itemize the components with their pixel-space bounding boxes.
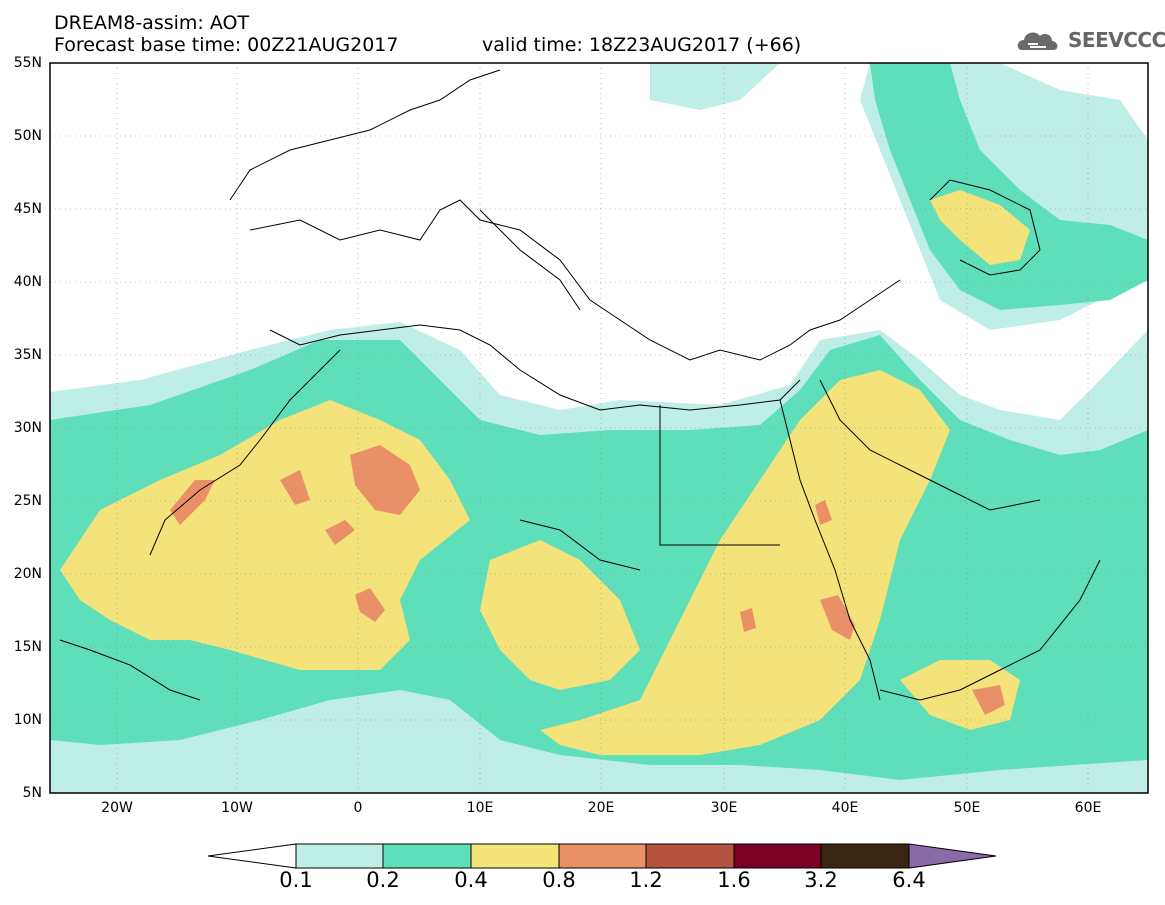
colorbar-under-arrow [207,843,297,869]
lat-label: 20N [13,566,42,582]
lon-label: 60E [1074,800,1102,816]
lon-label: 20E [587,800,615,816]
aot-contour-0.8-d [325,520,355,545]
lat-label: 5N [22,785,42,801]
aot-contour-0.4-central [480,540,640,690]
lat-label: 10N [13,712,42,728]
lat-label: 15N [13,639,42,655]
aot-contour-0.8-b [170,480,215,525]
aot-contour-0.8-i [740,608,756,632]
colorbar-label: 0.1 [279,868,313,892]
lon-label: 0 [353,800,363,816]
lat-label: 30N [13,420,42,436]
colorbar-swatch [733,843,822,869]
colorbar-swatch [295,843,384,869]
lon-label: 40E [831,800,859,816]
coastlines [59,69,1101,701]
colorbar-over-arrow [908,843,997,869]
lat-label: 25N [13,493,42,509]
colorbar-label: 1.6 [717,868,751,892]
map-frame [49,62,1149,794]
aot-contour-0.8-a [350,445,420,515]
colorbar-label: 6.4 [892,868,926,892]
aot-contour-0.8-f [815,500,832,525]
colorbar-label: 0.8 [542,868,576,892]
valid-time: valid time: 18Z23AUG2017 (+66) [482,34,802,56]
lon-label: 10E [466,800,494,816]
colorbar-label: 1.2 [629,868,663,892]
colorbar-label: 0.2 [366,868,400,892]
aot-contour-0.8-h [972,685,1005,715]
title-line-1: DREAM8-assim: AOT [54,12,250,34]
grid [50,63,1148,793]
lat-label: 35N [13,347,42,363]
lon-label: 30E [710,800,738,816]
logo-text: SEEVCCC [1068,28,1165,52]
aot-contour-0.2-north [870,63,1148,310]
lon-label: 10W [221,800,253,816]
colorbar-swatch [820,843,910,869]
lat-label: 45N [13,201,42,217]
aot-contour-0.8-e [355,588,385,622]
colorbar-swatch [558,843,647,869]
aot-contour-0.4-east [540,370,950,755]
lat-label: 50N [13,128,42,144]
seevccc-cloud-logo-icon [1017,32,1058,50]
colorbar-label: 3.2 [804,868,838,892]
aot-contour-0.8-c [280,470,310,505]
colorbar-label: 0.4 [454,868,488,892]
lon-label: 50E [953,800,981,816]
aot-contour-0.1-ne [650,63,780,110]
colorbar-swatch [470,843,560,869]
title-line-2: Forecast base time: 00Z21AUG2017 [54,34,399,56]
lon-label: 20W [101,800,133,816]
lat-label: 55N [13,55,42,71]
colorbar-swatch [645,843,735,869]
colorbar-swatch [382,843,472,869]
lat-label: 40N [13,274,42,290]
aot-contour-0.8-g [820,595,855,640]
aot-contour-0.2-east [1030,540,1148,660]
